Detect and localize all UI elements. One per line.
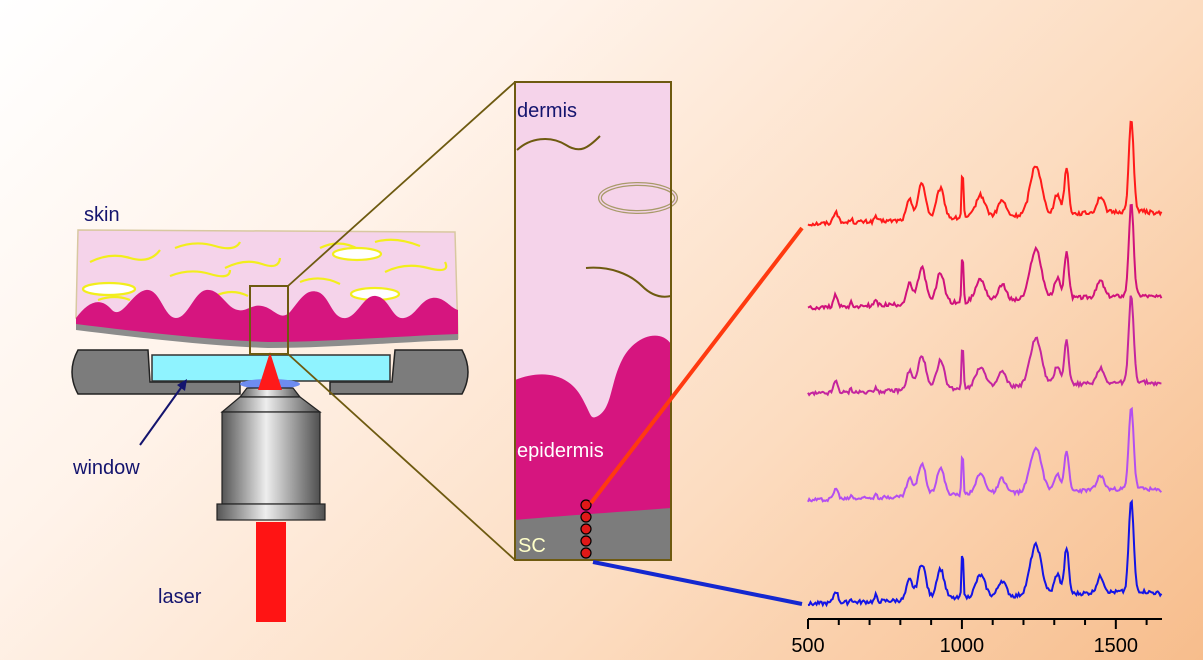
spectrum-line-3 xyxy=(807,295,1162,397)
magnified-fiber-1 xyxy=(516,135,601,151)
measurement-point xyxy=(580,535,592,547)
window-arrow-head xyxy=(177,379,187,391)
objective-cone xyxy=(220,396,322,413)
magnified-fiber-2 xyxy=(585,266,672,298)
skin-stratum-corneum xyxy=(76,324,458,348)
spectrum-line-5 xyxy=(807,498,1163,608)
window-arrow-line xyxy=(139,384,184,446)
zoom-line-top xyxy=(287,81,516,287)
magnified-panel: dermis epidermis SC xyxy=(514,81,678,561)
spectrum-line-1 xyxy=(807,120,1163,227)
objective-base xyxy=(216,503,326,521)
spectrum-line-4 xyxy=(807,406,1163,503)
vessel-1 xyxy=(81,281,137,297)
sc-label: SC xyxy=(518,535,546,557)
measurement-point xyxy=(580,523,592,535)
dermis-fibers xyxy=(89,238,448,302)
measurement-points xyxy=(580,499,592,559)
magnified-stratum-corneum xyxy=(515,508,671,560)
skin-label: skin xyxy=(84,204,120,226)
stage-right xyxy=(329,349,469,395)
connector-bottom-spectrum xyxy=(592,560,803,606)
stage-left xyxy=(71,349,241,395)
x-tick-label: 1500 xyxy=(1094,635,1139,657)
zoom-region-box xyxy=(249,285,289,355)
spectrum-line-2 xyxy=(807,203,1163,311)
dermis-label: dermis xyxy=(517,100,577,122)
magnified-epidermis xyxy=(515,335,671,560)
skin-epidermis xyxy=(76,289,458,344)
epidermis-label: epidermis xyxy=(517,440,604,462)
laser-label: laser xyxy=(158,586,202,608)
x-axis-ticks: 500 1000 1500 xyxy=(791,619,1148,657)
microscope-objective xyxy=(216,352,326,622)
measurement-point xyxy=(580,547,592,559)
x-tick-label: 500 xyxy=(791,635,824,657)
connector-top-spectrum xyxy=(589,226,804,505)
zoom-line-bottom xyxy=(287,353,516,561)
laser-focus-cone xyxy=(258,352,282,390)
window-label: window xyxy=(72,457,140,479)
x-tick-label: 1000 xyxy=(940,635,985,657)
raman-spectra xyxy=(807,120,1163,608)
measurement-point xyxy=(580,499,592,511)
skin-sample xyxy=(75,229,459,348)
vessel-2 xyxy=(331,246,383,262)
laser-beam xyxy=(256,522,286,622)
measurement-point xyxy=(580,511,592,523)
objective-body xyxy=(221,411,321,505)
